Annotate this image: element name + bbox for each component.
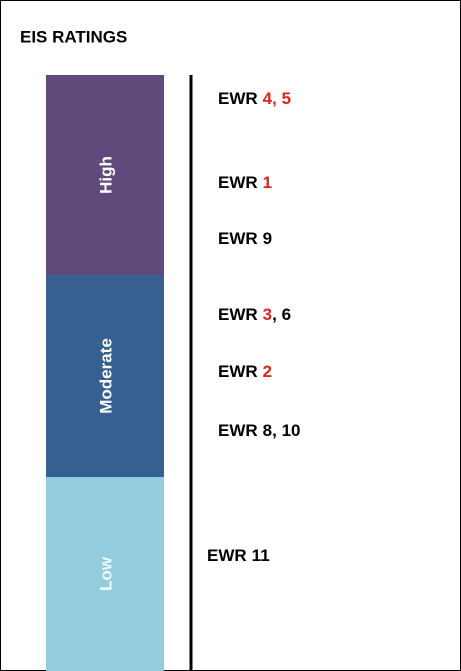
entry: EWR 8, 10 bbox=[218, 421, 300, 440]
level-bar bbox=[46, 477, 164, 671]
entry-segment: 3 bbox=[263, 305, 272, 324]
entry-segment: EWR bbox=[218, 229, 258, 248]
entry: EWR 1 bbox=[218, 173, 272, 192]
entry: EWR 9 bbox=[218, 229, 272, 248]
entry-segment: 4, 5 bbox=[263, 89, 291, 108]
entry: EWR 3, 6 bbox=[218, 305, 291, 324]
level-label: Low bbox=[96, 556, 115, 591]
entry-segment: 8, 10 bbox=[263, 421, 301, 440]
entry-segment: EWR bbox=[218, 362, 258, 381]
entry-segment: EWR bbox=[218, 89, 258, 108]
level-label: Moderate bbox=[96, 338, 115, 414]
level-label: High bbox=[96, 156, 115, 194]
entry-segment: EWR bbox=[218, 305, 258, 324]
entry-segment: 1 bbox=[263, 173, 272, 192]
entry: EWR 11 bbox=[207, 546, 270, 565]
entry-segment: 2 bbox=[263, 362, 272, 381]
entry-segment: 11 bbox=[252, 546, 270, 565]
entry: EWR 4, 5 bbox=[218, 89, 291, 108]
entry: EWR 2 bbox=[218, 362, 272, 381]
entry-segment: EWR bbox=[218, 421, 258, 440]
title: EIS RATINGS bbox=[20, 27, 127, 46]
level-bar bbox=[46, 275, 164, 477]
entry-segment: 9 bbox=[263, 229, 272, 248]
entry-segment: EWR bbox=[218, 173, 258, 192]
entry-segment: , 6 bbox=[272, 305, 291, 324]
level-bar bbox=[46, 75, 164, 275]
entry-segment: EWR bbox=[207, 546, 247, 565]
